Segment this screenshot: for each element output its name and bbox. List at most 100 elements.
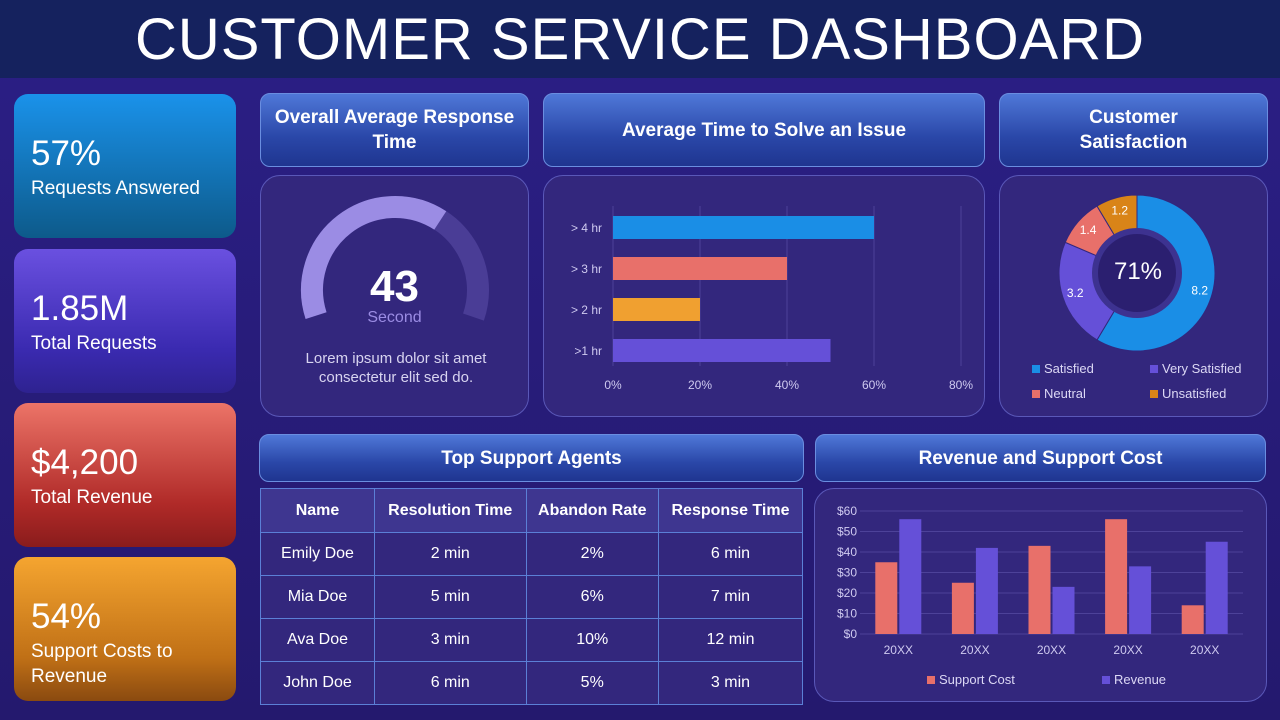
x-tick-label: 80% — [949, 378, 973, 392]
table-row: Ava Doe 3 min 10% 12 min — [260, 618, 804, 662]
x-tick-label: 20XX — [1113, 643, 1142, 657]
table-cell: 10% — [525, 618, 659, 662]
legend-label: Support Cost — [939, 672, 1015, 687]
revenue-title: Revenue and Support Cost — [815, 434, 1266, 482]
donut-hole — [1093, 229, 1181, 317]
gauge-value: 43 — [370, 262, 419, 311]
satisfaction-panel: 8.2 3.2 1.4 1.2 71% Satisfied Very Satisfie… — [999, 175, 1268, 417]
legend-swatch — [1032, 364, 1040, 373]
table-cell: Ava Doe — [260, 618, 375, 662]
table-cell: 6% — [525, 575, 659, 619]
kpi-value: 54% — [31, 597, 102, 636]
kpi-total-revenue: $4,200 Total Revenue — [14, 403, 236, 547]
x-tick-label: 20XX — [1190, 643, 1219, 657]
x-tick-label: 0% — [604, 378, 622, 392]
agents-table: Name Resolution Time Abandon Rate Respon… — [260, 488, 804, 705]
bar-support-cost — [1028, 545, 1051, 634]
legend-label: Neutral — [1044, 386, 1086, 401]
x-tick-label: 20XX — [884, 643, 913, 657]
data-label: 1.2 — [1111, 203, 1128, 217]
legend-label: Satisfied — [1044, 361, 1094, 376]
y-tick-label: $20 — [837, 586, 857, 600]
table-cell: John Doe — [260, 661, 375, 705]
x-tick-label: 20% — [688, 378, 712, 392]
table-cell: 12 min — [657, 618, 804, 662]
table-cell: 5% — [525, 661, 659, 705]
legend-very-satisfied: Very Satisfied — [1150, 361, 1242, 376]
x-tick-label: 20XX — [960, 643, 989, 657]
donut-center-value: 71% — [1113, 258, 1163, 285]
table-row: Mia Doe 5 min 6% 7 min — [260, 575, 804, 619]
bar — [613, 339, 831, 362]
y-tick-label: $50 — [837, 525, 857, 539]
bar-revenue — [1052, 586, 1075, 634]
table-cell: Emily Doe — [260, 532, 375, 576]
bar-support-cost — [1181, 605, 1204, 634]
legend-unsatisfied: Unsatisfied — [1150, 386, 1226, 401]
data-label: 8.2 — [1191, 283, 1208, 297]
bar-revenue — [975, 547, 998, 634]
bar-revenue — [1129, 566, 1152, 634]
y-tick-label: $60 — [837, 504, 857, 518]
table-cell: 2 min — [374, 532, 527, 576]
gauge-fill — [301, 196, 447, 320]
legend-label: Revenue — [1114, 672, 1167, 687]
column-header: Abandon Rate — [525, 488, 659, 533]
column-header: Resolution Time — [374, 488, 527, 533]
response-time-title: Overall Average Response Time — [260, 93, 529, 167]
header: CUSTOMER SERVICE DASHBOARD — [0, 0, 1280, 78]
table-cell: Mia Doe — [260, 575, 375, 619]
kpi-label: Total Requests — [31, 333, 157, 354]
y-tick-label: $0 — [844, 627, 858, 641]
kpi-total-requests: 1.85M Total Requests — [14, 249, 236, 393]
legend-swatch — [1102, 675, 1110, 684]
y-tick-label: $40 — [837, 545, 857, 559]
kpi-value: 57% — [31, 134, 102, 173]
legend-neutral: Neutral — [1032, 386, 1086, 401]
revenue-panel: $0 $10 $20 $30 $40 $50 $60 20XX 20XX 20XX 20XX 20XX… — [814, 488, 1267, 702]
gauge — [301, 196, 489, 321]
table-row: Emily Doe 2 min 2% 6 min — [260, 532, 804, 576]
y-tick-label: >1 hr — [574, 344, 602, 358]
kpi-requests-answered: 57% Requests Answered — [14, 94, 236, 238]
kpi-support-costs: 54% Support Costs to Revenue — [14, 557, 236, 701]
y-tick-label: > 2 hr — [571, 303, 602, 317]
kpi-value: $4,200 — [31, 443, 139, 482]
table-cell: 5 min — [374, 575, 527, 619]
x-tick-label: 20XX — [1037, 643, 1066, 657]
x-tick-label: 60% — [862, 378, 886, 392]
bar-support-cost — [1105, 519, 1128, 634]
satisfaction-title: Customer Satisfaction — [999, 93, 1268, 167]
bar-revenue — [1205, 541, 1228, 634]
revenue-chart: $0 $10 $20 $30 $40 $50 $60 20XX 20XX 20XX 20XX 20XX — [837, 504, 1243, 657]
gauge-unit: Second — [367, 309, 422, 326]
kpi-label: Requests Answered — [31, 178, 200, 199]
legend-swatch — [1150, 364, 1158, 373]
y-tick-label: > 4 hr — [571, 221, 602, 235]
data-label: 1.4 — [1080, 223, 1097, 237]
legend-satisfied: Satisfied — [1032, 361, 1094, 376]
legend-revenue: Revenue — [1102, 672, 1166, 687]
donut-ring — [1092, 228, 1182, 318]
bar — [613, 257, 787, 280]
satisfaction-donut-chart: 8.2 3.2 1.4 1.2 — [1058, 194, 1216, 352]
table-cell: 2% — [525, 532, 659, 576]
kpi-label: Total Revenue — [31, 487, 153, 508]
y-tick-label: > 3 hr — [571, 262, 602, 276]
data-label: 3.2 — [1067, 286, 1084, 300]
kpi-value: 1.85M — [31, 289, 129, 328]
bar-support-cost — [875, 562, 898, 634]
bar — [613, 216, 874, 239]
bar-support-cost — [951, 582, 974, 634]
legend-label: Unsatisfied — [1162, 386, 1227, 401]
bar — [613, 298, 700, 321]
kpi-label: Support Costs to Revenue — [31, 641, 173, 687]
solve-time-chart: 0% 20% 40% 60% 80% > 4 hr > 3 hr > 2 hr >1 hr — [571, 206, 973, 392]
table-cell: 6 min — [657, 532, 804, 576]
table-cell: 6 min — [374, 661, 527, 705]
legend-swatch — [1032, 389, 1040, 398]
column-header: Response Time — [657, 488, 804, 533]
response-description: Lorem ipsum dolor sit amet consectetur e… — [305, 350, 487, 386]
page-title: CUSTOMER SERVICE DASHBOARD — [134, 7, 1146, 72]
agents-title: Top Support Agents — [259, 434, 804, 482]
